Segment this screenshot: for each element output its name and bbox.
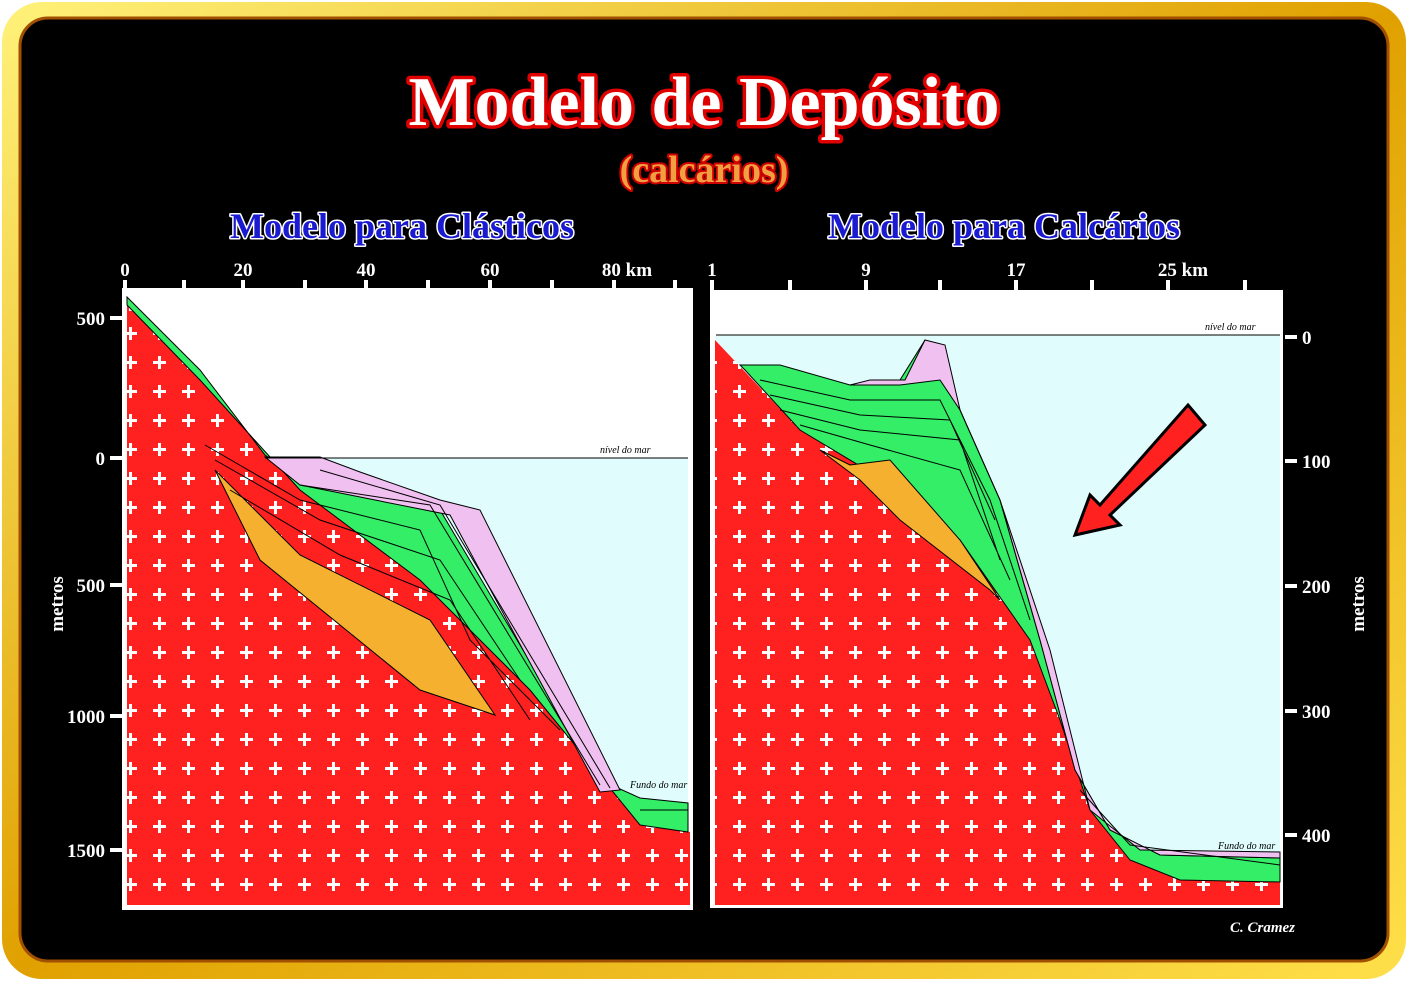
- x-tick-label: 80 km: [602, 260, 652, 281]
- x-tick-label: 17: [1007, 260, 1027, 281]
- sea-level-label: nível do mar: [1205, 322, 1256, 333]
- sea-floor-label: Fundo do mar: [1217, 841, 1275, 852]
- x-tick-label: 25 km: [1158, 260, 1208, 281]
- axis-label: metros: [1348, 576, 1369, 632]
- y-tick-label: 400: [1302, 826, 1331, 847]
- x-tick-label: 1: [707, 260, 717, 281]
- x-tick-label: 9: [861, 260, 871, 281]
- sea-floor-label: Fundo do mar: [629, 780, 687, 791]
- y-tick-label: 200: [1302, 577, 1331, 598]
- y-tick-label: 100: [1302, 452, 1331, 473]
- y-tick-label: 500: [77, 576, 106, 597]
- y-tick-label: 1500: [67, 841, 105, 862]
- panel-title: Modelo para Calcários: [828, 206, 1180, 246]
- right-ticks: [710, 280, 1297, 837]
- y-tick-label: 500: [77, 309, 106, 330]
- sea-level-label: nível do mar: [600, 445, 651, 456]
- x-tick-label: 0: [120, 260, 130, 281]
- title: Modelo de Depósito: [408, 64, 999, 141]
- right-section: nível do mar Fundo do mar: [710, 290, 1283, 908]
- panel-title: Modelo para Clásticos: [230, 206, 574, 246]
- y-tick-label: 0: [96, 449, 106, 470]
- x-tick-label: 60: [481, 260, 500, 281]
- y-tick-label: 1000: [67, 707, 105, 728]
- y-tick-label: 0: [1302, 328, 1312, 349]
- x-tick-label: 20: [234, 260, 253, 281]
- subtitle: (calcários): [620, 149, 789, 191]
- left-ticks: [110, 280, 677, 852]
- left-section: nível do mar Fundo do mar: [122, 288, 693, 910]
- credit: C. Cramez: [1230, 920, 1295, 936]
- y-tick-label: 300: [1302, 702, 1331, 723]
- axis-label: metros: [47, 576, 68, 632]
- arrow: [1072, 402, 1208, 538]
- x-tick-label: 40: [357, 260, 376, 281]
